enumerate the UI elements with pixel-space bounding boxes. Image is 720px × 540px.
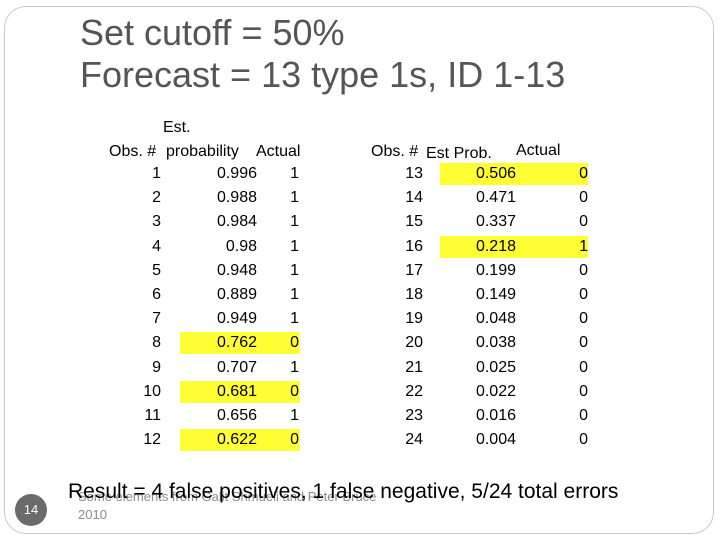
- left-actual-cell: 1: [290, 189, 299, 207]
- right-prob-cell: 0.025: [475, 358, 516, 376]
- right-actual-cell: 0: [516, 163, 588, 185]
- left-header-prob: probability: [166, 143, 239, 160]
- left-obs-cell: 5: [152, 261, 161, 279]
- right-obs-cell: 21: [405, 358, 423, 376]
- right-prob-cell: 0.218: [440, 235, 516, 258]
- right-actual-cell: 0: [579, 286, 588, 303]
- right-obs-cell: 14: [405, 189, 423, 207]
- right-prob-cell: 0.149: [475, 286, 516, 303]
- left-prob-cell: 0.988: [216, 189, 257, 207]
- left-prob-cell: 0.707: [216, 358, 257, 376]
- left-obs-cell: 3: [152, 213, 161, 231]
- left-actual-cell: 1: [290, 165, 299, 182]
- title-line-2: Forecast = 13 type 1s, ID 1-13: [80, 54, 566, 95]
- left-actual-cell: 0: [257, 380, 299, 403]
- left-obs-cell: 9: [152, 358, 161, 376]
- right-prob-cell: 0.506: [440, 163, 516, 185]
- right-actual-cell: 0: [579, 189, 588, 207]
- left-prob-cell: 0.98: [225, 237, 257, 255]
- right-prob-cell: 0.022: [475, 382, 516, 400]
- left-prob-cell: 0.996: [216, 165, 257, 182]
- right-prob-cell: 0.016: [475, 407, 516, 424]
- right-actual-cell: 0: [579, 310, 588, 328]
- right-obs-cell: 22: [405, 382, 423, 400]
- right-obs-cell: 13: [405, 165, 423, 182]
- left-header-actual: Actual: [256, 143, 301, 160]
- right-header-prob: Est Prob.: [426, 145, 492, 162]
- right-prob-cell: 0.048: [475, 310, 516, 328]
- left-actual-cell: 1: [290, 213, 299, 231]
- left-actual-cell: 0: [257, 332, 299, 355]
- right-actual-cell: 0: [579, 431, 588, 449]
- left-obs-cell: 6: [152, 286, 161, 303]
- slide-title: Set cutoff = 50% Forecast = 13 type 1s, …: [80, 12, 565, 96]
- left-prob-cell: 0.949: [216, 310, 257, 328]
- right-prob-cell: 0.038: [475, 334, 516, 352]
- left-actual-cell: 1: [290, 407, 299, 424]
- left-header-est: Est.: [163, 119, 191, 136]
- right-header-obs: Obs. #: [371, 143, 419, 160]
- left-actual-cell: 0: [257, 429, 299, 452]
- right-obs-cell: 23: [405, 407, 423, 424]
- right-header-actual: Actual: [516, 142, 561, 159]
- left-prob-cell: 0.622: [180, 429, 257, 452]
- right-prob-cell: 0.337: [475, 213, 516, 231]
- left-obs-cell: 7: [152, 310, 161, 328]
- left-prob-cell: 0.762: [180, 332, 257, 355]
- right-actual-cell: 0: [579, 382, 588, 400]
- right-obs-cell: 24: [405, 431, 423, 449]
- left-obs-cell: 2: [152, 189, 161, 207]
- left-obs-cell: 10: [143, 382, 161, 400]
- slide-frame: [4, 6, 714, 534]
- left-actual-cell: 1: [290, 310, 299, 328]
- left-prob-cell: 0.681: [180, 380, 257, 403]
- right-actual-cell: 0: [579, 261, 588, 279]
- right-obs-cell: 17: [405, 261, 423, 279]
- right-prob-cell: 0.199: [475, 261, 516, 279]
- right-prob-cell: 0.004: [475, 431, 516, 449]
- left-actual-cell: 1: [290, 286, 299, 303]
- footer-credit: Some elements from Galit Shmueli and Pet…: [78, 489, 377, 522]
- right-obs-cell: 15: [405, 213, 423, 231]
- left-prob-cell: 0.984: [216, 213, 257, 231]
- left-obs-cell: 8: [152, 334, 161, 352]
- left-actual-cell: 1: [290, 237, 299, 255]
- slide-number-badge: 14: [15, 494, 47, 526]
- right-actual-cell: 1: [516, 235, 588, 258]
- left-prob-cell: 0.948: [216, 261, 257, 279]
- left-obs-cell: 4: [152, 237, 161, 255]
- right-actual-cell: 0: [579, 213, 588, 231]
- right-prob-cell: 0.471: [475, 189, 516, 207]
- right-obs-cell: 20: [405, 334, 423, 352]
- right-obs-cell: 16: [405, 237, 423, 255]
- left-prob-cell: 0.656: [216, 407, 257, 424]
- left-actual-cell: 1: [290, 358, 299, 376]
- result-summary: Result = 4 false positives, 1 false nega…: [68, 480, 619, 503]
- right-obs-cell: 19: [405, 310, 423, 328]
- left-prob-cell: 0.889: [216, 286, 257, 303]
- title-line-1: Set cutoff = 50%: [80, 12, 345, 53]
- right-actual-cell: 0: [579, 334, 588, 352]
- right-actual-cell: 0: [579, 407, 588, 424]
- left-obs-cell: 12: [143, 431, 161, 449]
- right-actual-cell: 0: [579, 358, 588, 376]
- left-obs-cell: 11: [144, 407, 161, 424]
- left-header-obs: Obs. #: [109, 143, 157, 160]
- left-actual-cell: 1: [290, 261, 299, 279]
- left-obs-cell: 1: [152, 165, 161, 182]
- right-obs-cell: 18: [405, 286, 423, 303]
